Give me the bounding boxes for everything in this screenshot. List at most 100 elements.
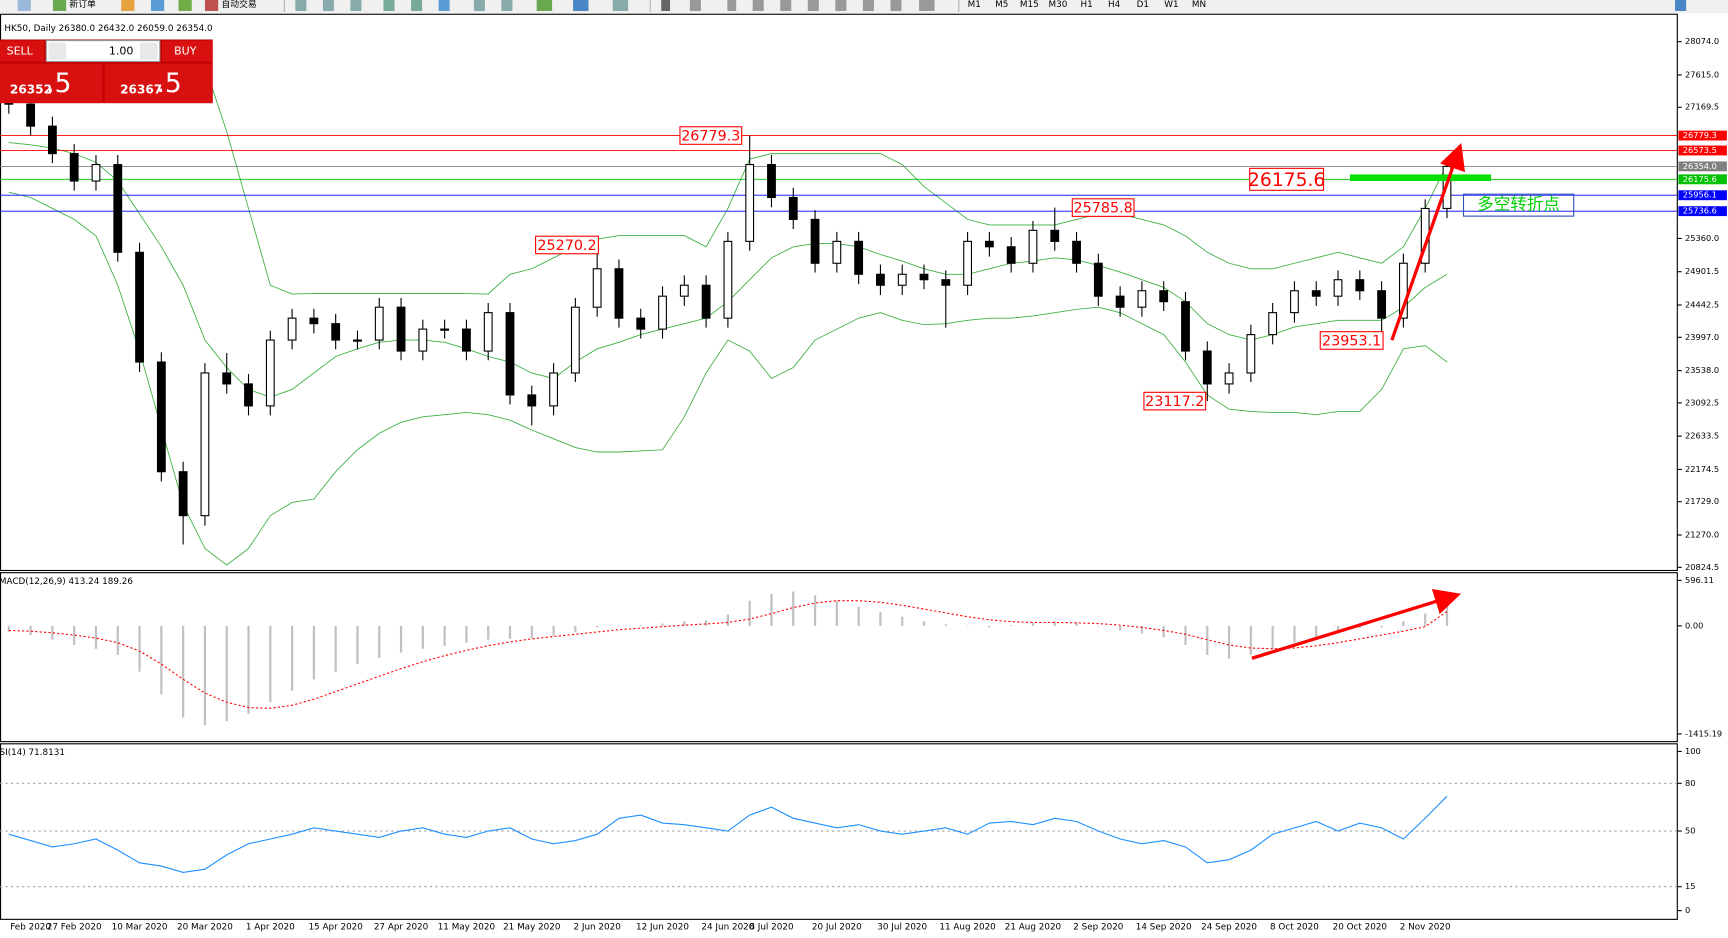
toolbar-icon[interactable] <box>411 0 423 11</box>
y-tick-label: -1415.19 <box>1685 728 1722 738</box>
sell-price-box[interactable] <box>0 63 103 104</box>
toolbar-icon[interactable] <box>612 0 629 11</box>
sell-label[interactable]: SELL <box>7 45 34 58</box>
candle-body <box>679 284 689 297</box>
candle-body <box>505 312 515 396</box>
macd-bar <box>334 625 337 672</box>
toolbar-icon[interactable] <box>473 0 485 11</box>
price-level-label: 25736.6 <box>1683 206 1717 216</box>
volume-input[interactable] <box>45 40 161 62</box>
toolbar-icon[interactable] <box>350 0 362 11</box>
buy-price-fraction[interactable]: .5 <box>156 69 181 99</box>
annotation-box <box>679 126 743 145</box>
volume-down[interactable] <box>48 42 67 60</box>
toolbar-icon[interactable] <box>727 0 737 11</box>
volume-up[interactable] <box>139 42 158 60</box>
candle-body <box>1246 334 1256 374</box>
toolbar-icon[interactable] <box>573 0 589 11</box>
x-tick-label: Feb 2020 <box>10 923 51 933</box>
toolbar-icon[interactable] <box>1675 0 1687 11</box>
turning-point-note: 多空转折点 <box>1477 195 1560 214</box>
macd-bar <box>247 625 250 714</box>
candle-body <box>135 251 144 363</box>
toolbar-icon[interactable] <box>807 0 819 11</box>
candle-body <box>331 323 341 341</box>
sell-price[interactable]: 26352 <box>10 82 52 96</box>
x-tick-label: 30 Jul 2020 <box>877 923 927 933</box>
toolbar-icon[interactable] <box>322 0 334 11</box>
period-button[interactable]: M15 <box>1020 0 1039 10</box>
macd-bar <box>182 625 185 718</box>
buy-price-box[interactable] <box>104 63 213 104</box>
candle-body <box>309 317 319 325</box>
toolbar-icon[interactable] <box>52 0 67 11</box>
macd-bar <box>1315 625 1318 638</box>
candle-body <box>483 312 493 352</box>
volume-value[interactable]: 1.00 <box>109 45 134 58</box>
macd-bar <box>1162 625 1165 638</box>
buy-label[interactable]: BUY <box>174 45 197 58</box>
buy-button[interactable] <box>162 40 213 62</box>
period-button[interactable]: M1 <box>968 0 981 10</box>
candle-body <box>91 164 101 182</box>
period-button[interactable]: D1 <box>1137 0 1149 10</box>
toolbar-icon[interactable] <box>780 0 792 11</box>
toolbar-icon[interactable] <box>295 0 307 11</box>
period-button[interactable]: M30 <box>1049 0 1068 10</box>
toolbar-icon[interactable] <box>661 0 671 11</box>
toolbar-icon[interactable] <box>204 0 219 11</box>
toolbar-icon[interactable] <box>438 0 450 11</box>
buy-price[interactable]: 26367 <box>120 82 162 96</box>
macd-bar <box>1206 625 1209 655</box>
macd-bar <box>705 620 708 626</box>
y-tick-label: 23092.5 <box>1685 397 1719 407</box>
x-tick-label: 2 Jun 2020 <box>573 923 620 933</box>
macd-bar <box>356 625 359 665</box>
y-tick-label: 20824.5 <box>1685 562 1719 572</box>
toolbar-icon[interactable] <box>835 0 847 11</box>
toolbar-icon[interactable] <box>862 0 874 11</box>
candle-body <box>745 164 755 242</box>
sell-price-fraction[interactable]: .5 <box>46 69 71 99</box>
period-button[interactable]: H1 <box>1080 0 1092 10</box>
x-tick-label: 10 Mar 2020 <box>112 923 168 933</box>
x-tick-label: 27 Feb 2020 <box>47 923 102 933</box>
macd-bar <box>7 625 10 632</box>
chart-title: RSI(14) 71.8131 <box>0 748 65 758</box>
toolbar-icon[interactable] <box>752 0 764 11</box>
macd-bar <box>835 600 838 626</box>
toolbar-icon[interactable] <box>890 0 902 11</box>
toolbar-icon[interactable] <box>150 0 165 11</box>
toolbar-icon[interactable] <box>689 0 701 11</box>
toolbar-icon[interactable] <box>121 0 135 11</box>
price-level-tag <box>1678 174 1727 185</box>
period-button[interactable]: M5 <box>995 0 1008 10</box>
toolbar-icon[interactable] <box>178 0 192 11</box>
candle-body <box>1050 229 1060 242</box>
period-button[interactable]: H4 <box>1108 0 1121 10</box>
toolbar-icon[interactable] <box>536 0 553 11</box>
annotation-box <box>1319 331 1384 350</box>
toolbar-icon[interactable] <box>383 0 395 11</box>
panel-frames <box>0 13 1678 920</box>
macd-bar <box>552 625 555 636</box>
auto-trading-button[interactable]: 自动交易 <box>222 0 257 10</box>
toolbar-icon[interactable] <box>501 0 513 11</box>
toolbar-icon[interactable] <box>919 0 935 11</box>
macd-bar <box>661 623 664 626</box>
candle-body <box>1028 229 1038 264</box>
macd-bar <box>1097 625 1100 627</box>
period-button[interactable]: MN <box>1192 0 1206 10</box>
macd-panel-frame <box>0 572 1678 743</box>
y-tick-label: 23997.0 <box>1685 332 1719 342</box>
x-tick-label: 2 Nov 2020 <box>1400 923 1451 933</box>
candle-body <box>1181 301 1190 352</box>
period-button[interactable]: W1 <box>1164 0 1178 10</box>
new-order-button[interactable]: 新订单 <box>69 0 96 10</box>
macd-bar <box>378 625 381 658</box>
toolbar-icon[interactable] <box>17 0 31 11</box>
candle-body <box>614 268 624 319</box>
sell-button[interactable] <box>0 40 45 62</box>
macd-bar <box>290 625 294 691</box>
